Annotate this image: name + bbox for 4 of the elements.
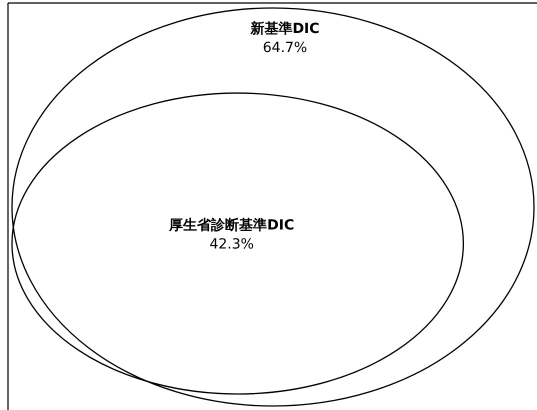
data-label: 64.7% xyxy=(262,40,308,56)
data-label: 42.3% xyxy=(209,236,254,253)
category-label: 厚生省診断基準DIC xyxy=(168,216,294,234)
category-label: 新基準DIC xyxy=(249,20,320,37)
